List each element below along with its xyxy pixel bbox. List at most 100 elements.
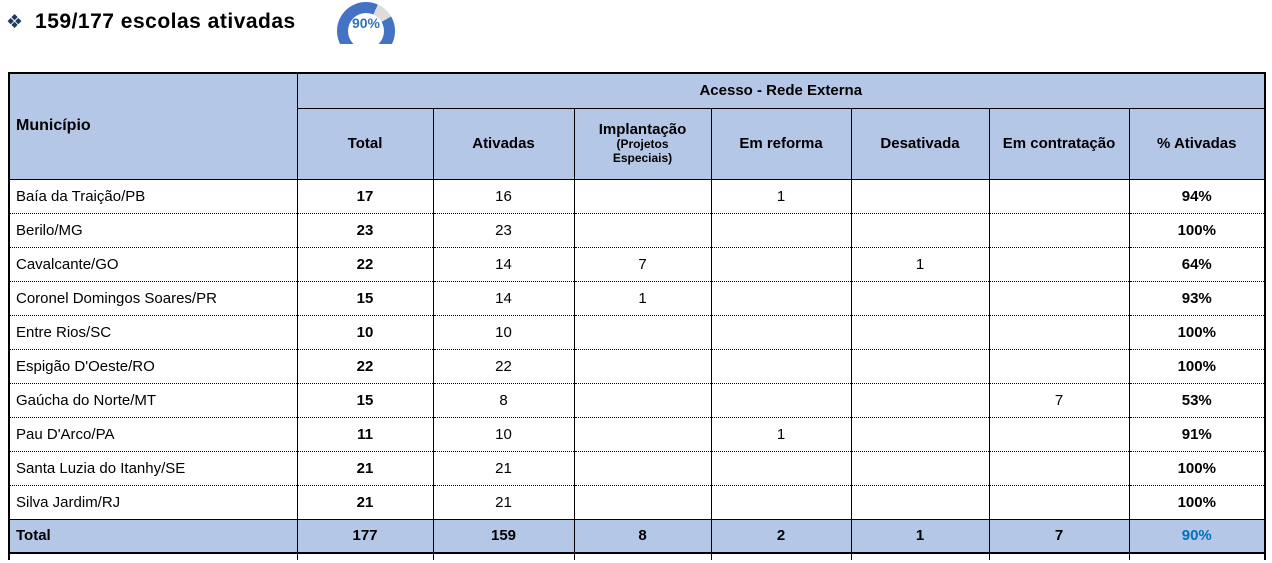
total-cell: 22 bbox=[296, 348, 434, 384]
desativada-cell bbox=[850, 416, 990, 452]
municipio-cell: Cavalcante/GO bbox=[8, 246, 298, 282]
implantacao-cell bbox=[573, 212, 712, 248]
table-row: Espigão D'Oeste/RO 22 22 100% bbox=[8, 348, 1267, 384]
em-reforma-cell bbox=[710, 450, 852, 486]
municipio-cell: Pau D'Arco/PA bbox=[8, 416, 298, 452]
em-contratacao-cell bbox=[988, 178, 1130, 214]
em-reforma-cell bbox=[710, 484, 852, 520]
pct-ativadas-cell: 100% bbox=[1128, 212, 1267, 248]
ativadas-cell: 8 bbox=[432, 382, 575, 418]
implantacao-cell bbox=[573, 348, 712, 384]
header-pct-ativadas: % Ativadas bbox=[1128, 108, 1267, 180]
em-reforma-cell: 1 bbox=[710, 178, 852, 214]
total-cell: 17 bbox=[296, 178, 434, 214]
clipped-next-row bbox=[8, 553, 1267, 560]
desativada-cell bbox=[850, 280, 990, 316]
schools-activation-table: Município Acesso - Rede Externa Total At… bbox=[8, 72, 1267, 560]
pct-ativadas-cell: 53% bbox=[1128, 382, 1267, 418]
municipio-cell: Coronel Domingos Soares/PR bbox=[8, 280, 298, 316]
implantacao-cell bbox=[573, 484, 712, 520]
municipio-cell: Berilo/MG bbox=[8, 212, 298, 248]
total-desativada-cell: 1 bbox=[850, 518, 990, 554]
ativadas-cell: 14 bbox=[432, 246, 575, 282]
municipio-cell: Gaúcha do Norte/MT bbox=[8, 382, 298, 418]
em-contratacao-cell bbox=[988, 450, 1130, 486]
pct-ativadas-cell: 93% bbox=[1128, 280, 1267, 316]
total-total-cell: 177 bbox=[296, 518, 434, 554]
header-total: Total bbox=[296, 108, 434, 180]
implantacao-cell bbox=[573, 382, 712, 418]
ativadas-cell: 10 bbox=[432, 416, 575, 452]
municipio-cell: Espigão D'Oeste/RO bbox=[8, 348, 298, 384]
desativada-cell bbox=[850, 382, 990, 418]
table-row: Gaúcha do Norte/MT 15 8 7 53% bbox=[8, 382, 1267, 418]
table-header: Município Acesso - Rede Externa Total At… bbox=[8, 72, 1267, 180]
desativada-cell bbox=[850, 178, 990, 214]
pct-ativadas-cell: 64% bbox=[1128, 246, 1267, 282]
em-contratacao-cell bbox=[988, 416, 1130, 452]
municipio-cell: Entre Rios/SC bbox=[8, 314, 298, 350]
em-contratacao-cell bbox=[988, 348, 1130, 384]
gauge-hole bbox=[348, 13, 384, 44]
em-contratacao-cell bbox=[988, 280, 1130, 316]
header-desativada: Desativada bbox=[850, 108, 990, 180]
page-title: 159/177 escolas ativadas bbox=[35, 10, 296, 33]
header-implantacao-note: (Projetos Especiais) bbox=[612, 137, 673, 165]
em-contratacao-cell: 7 bbox=[988, 382, 1130, 418]
em-contratacao-cell bbox=[988, 484, 1130, 520]
municipio-cell: Baía da Traição/PB bbox=[8, 178, 298, 214]
table-row: Baía da Traição/PB 17 16 1 94% bbox=[8, 178, 1267, 214]
header-implantacao-title: Implantação bbox=[598, 121, 687, 139]
table-row: Coronel Domingos Soares/PR 15 14 1 93% bbox=[8, 280, 1267, 316]
pct-ativadas-cell: 100% bbox=[1128, 450, 1267, 486]
total-implantacao-cell: 8 bbox=[573, 518, 712, 554]
pct-ativadas-cell: 100% bbox=[1128, 484, 1267, 520]
total-row: Total 177 159 8 2 1 7 90% bbox=[8, 518, 1267, 554]
table-footer: Total 177 159 8 2 1 7 90% bbox=[8, 518, 1267, 560]
implantacao-cell bbox=[573, 450, 712, 486]
total-cell: 10 bbox=[296, 314, 434, 350]
implantacao-cell bbox=[573, 178, 712, 214]
em-contratacao-cell bbox=[988, 246, 1130, 282]
total-ativadas-cell: 159 bbox=[432, 518, 575, 554]
total-cell: 21 bbox=[296, 450, 434, 486]
desativada-cell bbox=[850, 450, 990, 486]
desativada-cell bbox=[850, 314, 990, 350]
table-row: Pau D'Arco/PA 11 10 1 91% bbox=[8, 416, 1267, 452]
ativadas-cell: 23 bbox=[432, 212, 575, 248]
ativadas-cell: 21 bbox=[432, 484, 575, 520]
em-contratacao-cell bbox=[988, 212, 1130, 248]
municipio-cell: Santa Luzia do Itanhy/SE bbox=[8, 450, 298, 486]
em-reforma-cell bbox=[710, 280, 852, 316]
header-group-acesso-rede-externa: Acesso - Rede Externa bbox=[296, 72, 1267, 109]
em-reforma-cell bbox=[710, 382, 852, 418]
total-cell: 23 bbox=[296, 212, 434, 248]
page-title-row: ❖ 159/177 escolas ativadas bbox=[6, 10, 296, 34]
implantacao-cell: 7 bbox=[573, 246, 712, 282]
total-cell: 11 bbox=[296, 416, 434, 452]
total-em-contratacao-cell: 7 bbox=[988, 518, 1130, 554]
gauge-percent-label: 90% bbox=[351, 15, 381, 31]
total-cell: 21 bbox=[296, 484, 434, 520]
activation-gauge: 90% bbox=[337, 2, 395, 44]
desativada-cell bbox=[850, 212, 990, 248]
em-reforma-cell bbox=[710, 348, 852, 384]
pct-ativadas-cell: 94% bbox=[1128, 178, 1267, 214]
header-municipio: Município bbox=[8, 72, 298, 180]
pct-ativadas-cell: 100% bbox=[1128, 314, 1267, 350]
total-pct-ativadas-cell: 90% bbox=[1128, 518, 1267, 554]
ativadas-cell: 22 bbox=[432, 348, 575, 384]
header-em-reforma: Em reforma bbox=[710, 108, 852, 180]
desativada-cell bbox=[850, 348, 990, 384]
total-cell: 15 bbox=[296, 280, 434, 316]
em-reforma-cell bbox=[710, 246, 852, 282]
table-row: Entre Rios/SC 10 10 100% bbox=[8, 314, 1267, 350]
table-row: Berilo/MG 23 23 100% bbox=[8, 212, 1267, 248]
ativadas-cell: 10 bbox=[432, 314, 575, 350]
table-row: Silva Jardim/RJ 21 21 100% bbox=[8, 484, 1267, 520]
em-reforma-cell bbox=[710, 314, 852, 350]
total-label-cell: Total bbox=[8, 518, 298, 554]
table-row: Santa Luzia do Itanhy/SE 21 21 100% bbox=[8, 450, 1267, 486]
ativadas-cell: 14 bbox=[432, 280, 575, 316]
